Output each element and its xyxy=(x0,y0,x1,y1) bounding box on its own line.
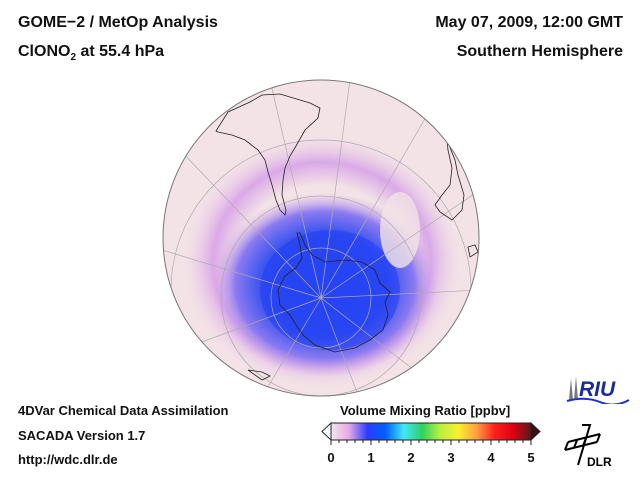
footer-url[interactable]: http://wdc.dlr.de xyxy=(18,452,118,467)
antarctica-coast xyxy=(277,232,391,353)
dlr-logo: DLR xyxy=(564,424,612,469)
colorbar-tick-label: 4 xyxy=(487,450,495,465)
colorbar-bar xyxy=(330,422,532,441)
colorbar-tick-label: 2 xyxy=(407,450,415,465)
title-product: GOME−2 / MetOp Analysis xyxy=(18,14,218,31)
vortex-core xyxy=(260,230,400,350)
colorbar-title: Volume Mixing Ratio [ppbv] xyxy=(340,403,511,418)
footer-version: SACADA Version 1.7 xyxy=(18,428,146,443)
cathedral-icon xyxy=(569,376,578,400)
colorbar-tick-label: 0 xyxy=(327,450,335,465)
colorbar xyxy=(321,421,541,445)
colorbar-under-arrow xyxy=(321,421,332,442)
dlr-text: DLR xyxy=(587,455,612,469)
south-america-coast xyxy=(215,93,321,216)
footer-method: 4DVar Chemical Data Assimilation xyxy=(18,403,229,418)
nz-coast xyxy=(247,369,271,381)
globe-outline xyxy=(162,79,480,397)
africa-coast xyxy=(434,139,465,221)
title-species: ClONO2 at 55.4 hPa xyxy=(18,43,164,63)
colorbar-tick-label: 5 xyxy=(527,450,535,465)
high-patch xyxy=(380,192,420,268)
species-name: ClONO xyxy=(18,43,71,60)
colorbar-over-arrow xyxy=(530,421,541,442)
dlr-emblem-icon xyxy=(564,424,601,466)
colorbar-tick-label: 3 xyxy=(447,450,455,465)
date-label: May 07, 2009, 12:00 GMT xyxy=(435,14,623,31)
riu-logo: RIU xyxy=(566,376,630,404)
colorbar-tick-label: 1 xyxy=(367,450,375,465)
riu-text: RIU xyxy=(579,378,616,401)
species-level: at 55.4 hPa xyxy=(76,43,165,60)
species-subscript: 2 xyxy=(70,52,77,64)
river-wave xyxy=(566,397,630,404)
region-label: Southern Hemisphere xyxy=(456,43,623,60)
